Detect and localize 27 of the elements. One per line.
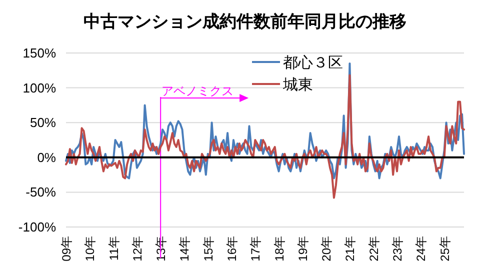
x-tick-label: 10年	[83, 236, 98, 262]
y-tick-label: 100%	[22, 80, 56, 96]
x-tick-label: 13年	[154, 236, 168, 262]
ref-line-label: アベノミクス	[162, 84, 234, 98]
y-tick-label: 0%	[37, 150, 56, 165]
x-tick-label: 17年	[248, 236, 263, 262]
legend-label: 都心３区	[283, 54, 343, 72]
y-tick-label: 50%	[30, 115, 56, 130]
x-tick-label: 15年	[201, 236, 216, 262]
x-tick-label: 14年	[178, 236, 192, 262]
x-tick-label: 11年	[106, 236, 121, 260]
x-tick-label: 19年	[296, 236, 310, 262]
x-tick-label: 23年	[390, 236, 405, 262]
y-tick-label: 150%	[22, 46, 56, 60]
x-tick-label: 20年	[320, 236, 334, 262]
x-tick-label: 18年	[272, 236, 286, 262]
legend-label: 城東	[282, 76, 313, 94]
y-tick-label: -100%	[18, 220, 56, 234]
x-tick-label: 16年	[225, 236, 240, 262]
x-tick-label: 12年	[130, 236, 144, 262]
x-tick-label: 25年	[438, 236, 452, 262]
y-tick-label: -50%	[26, 184, 56, 200]
x-tick-label: 24年	[414, 236, 428, 262]
x-tick-label: 09年	[60, 236, 74, 262]
chart-title: 中古マンション成約件数前年同月比の推移	[84, 12, 406, 31]
x-tick-label: 22年	[366, 236, 381, 262]
x-tick-label: 21年	[343, 236, 358, 262]
